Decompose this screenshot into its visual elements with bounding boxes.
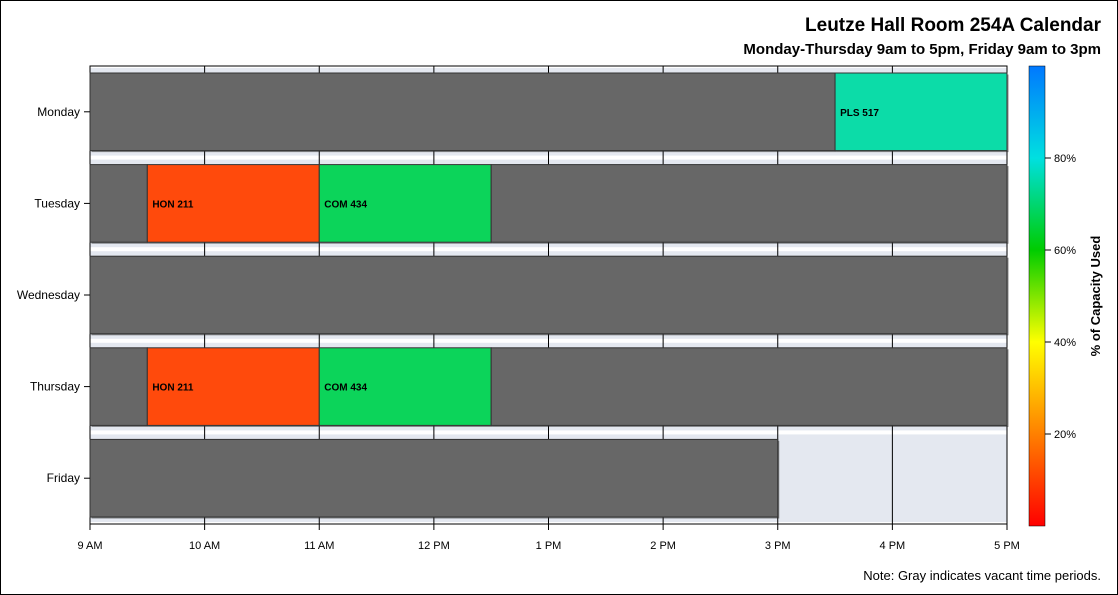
chart-footnote: Note: Gray indicates vacant time periods… (863, 568, 1101, 583)
colorbar-tick-label: 40% (1054, 337, 1076, 349)
vacant-block (89, 438, 779, 518)
x-tick-label: 9 AM (77, 540, 102, 552)
chart-title: Leutze Hall Room 254A Calendar (805, 15, 1101, 36)
vacant-block (490, 164, 1008, 243)
x-tick-label: 4 PM (880, 540, 906, 552)
vacant-block (490, 347, 1008, 426)
y-tick-label: Thursday (30, 380, 80, 394)
x-tick-label: 11 AM (304, 540, 334, 552)
class-block (146, 347, 320, 426)
class-block-label: HON 211 (152, 383, 194, 394)
vacant-block (89, 255, 1008, 335)
x-tick-label: 12 PM (418, 540, 450, 552)
x-tick-label: 1 PM (536, 540, 562, 552)
class-block (834, 72, 1008, 152)
chart-subtitle: Monday-Thursday 9am to 5pm, Friday 9am t… (743, 41, 1101, 58)
colorbar-tick-label: 60% (1054, 245, 1076, 257)
colorbar-gradient (1028, 65, 1046, 527)
class-block (318, 347, 492, 426)
colorbar-label: % of Capacity Used (1088, 236, 1103, 357)
y-tick-label: Tuesday (34, 196, 80, 210)
colorbar-tick-label: 80% (1054, 153, 1076, 165)
class-block (318, 164, 492, 243)
y-tick-label: Wednesday (17, 288, 80, 302)
x-tick-label: 3 PM (765, 540, 791, 552)
x-tick-label: 5 PM (994, 540, 1020, 552)
class-block (146, 164, 320, 243)
x-tick-label: 10 AM (189, 540, 220, 552)
colorbar-tick-label: 20% (1054, 429, 1076, 441)
y-tick-label: Friday (47, 471, 80, 485)
vacant-block (89, 72, 836, 152)
vacant-block (89, 347, 148, 426)
class-block-label: COM 434 (324, 383, 367, 394)
x-tick-label: 2 PM (650, 540, 676, 552)
vacant-block (89, 164, 148, 243)
y-tick-label: Monday (37, 105, 80, 119)
class-block-label: PLS 517 (840, 108, 879, 119)
class-block-label: COM 434 (324, 199, 367, 210)
class-block-label: HON 211 (152, 199, 194, 210)
